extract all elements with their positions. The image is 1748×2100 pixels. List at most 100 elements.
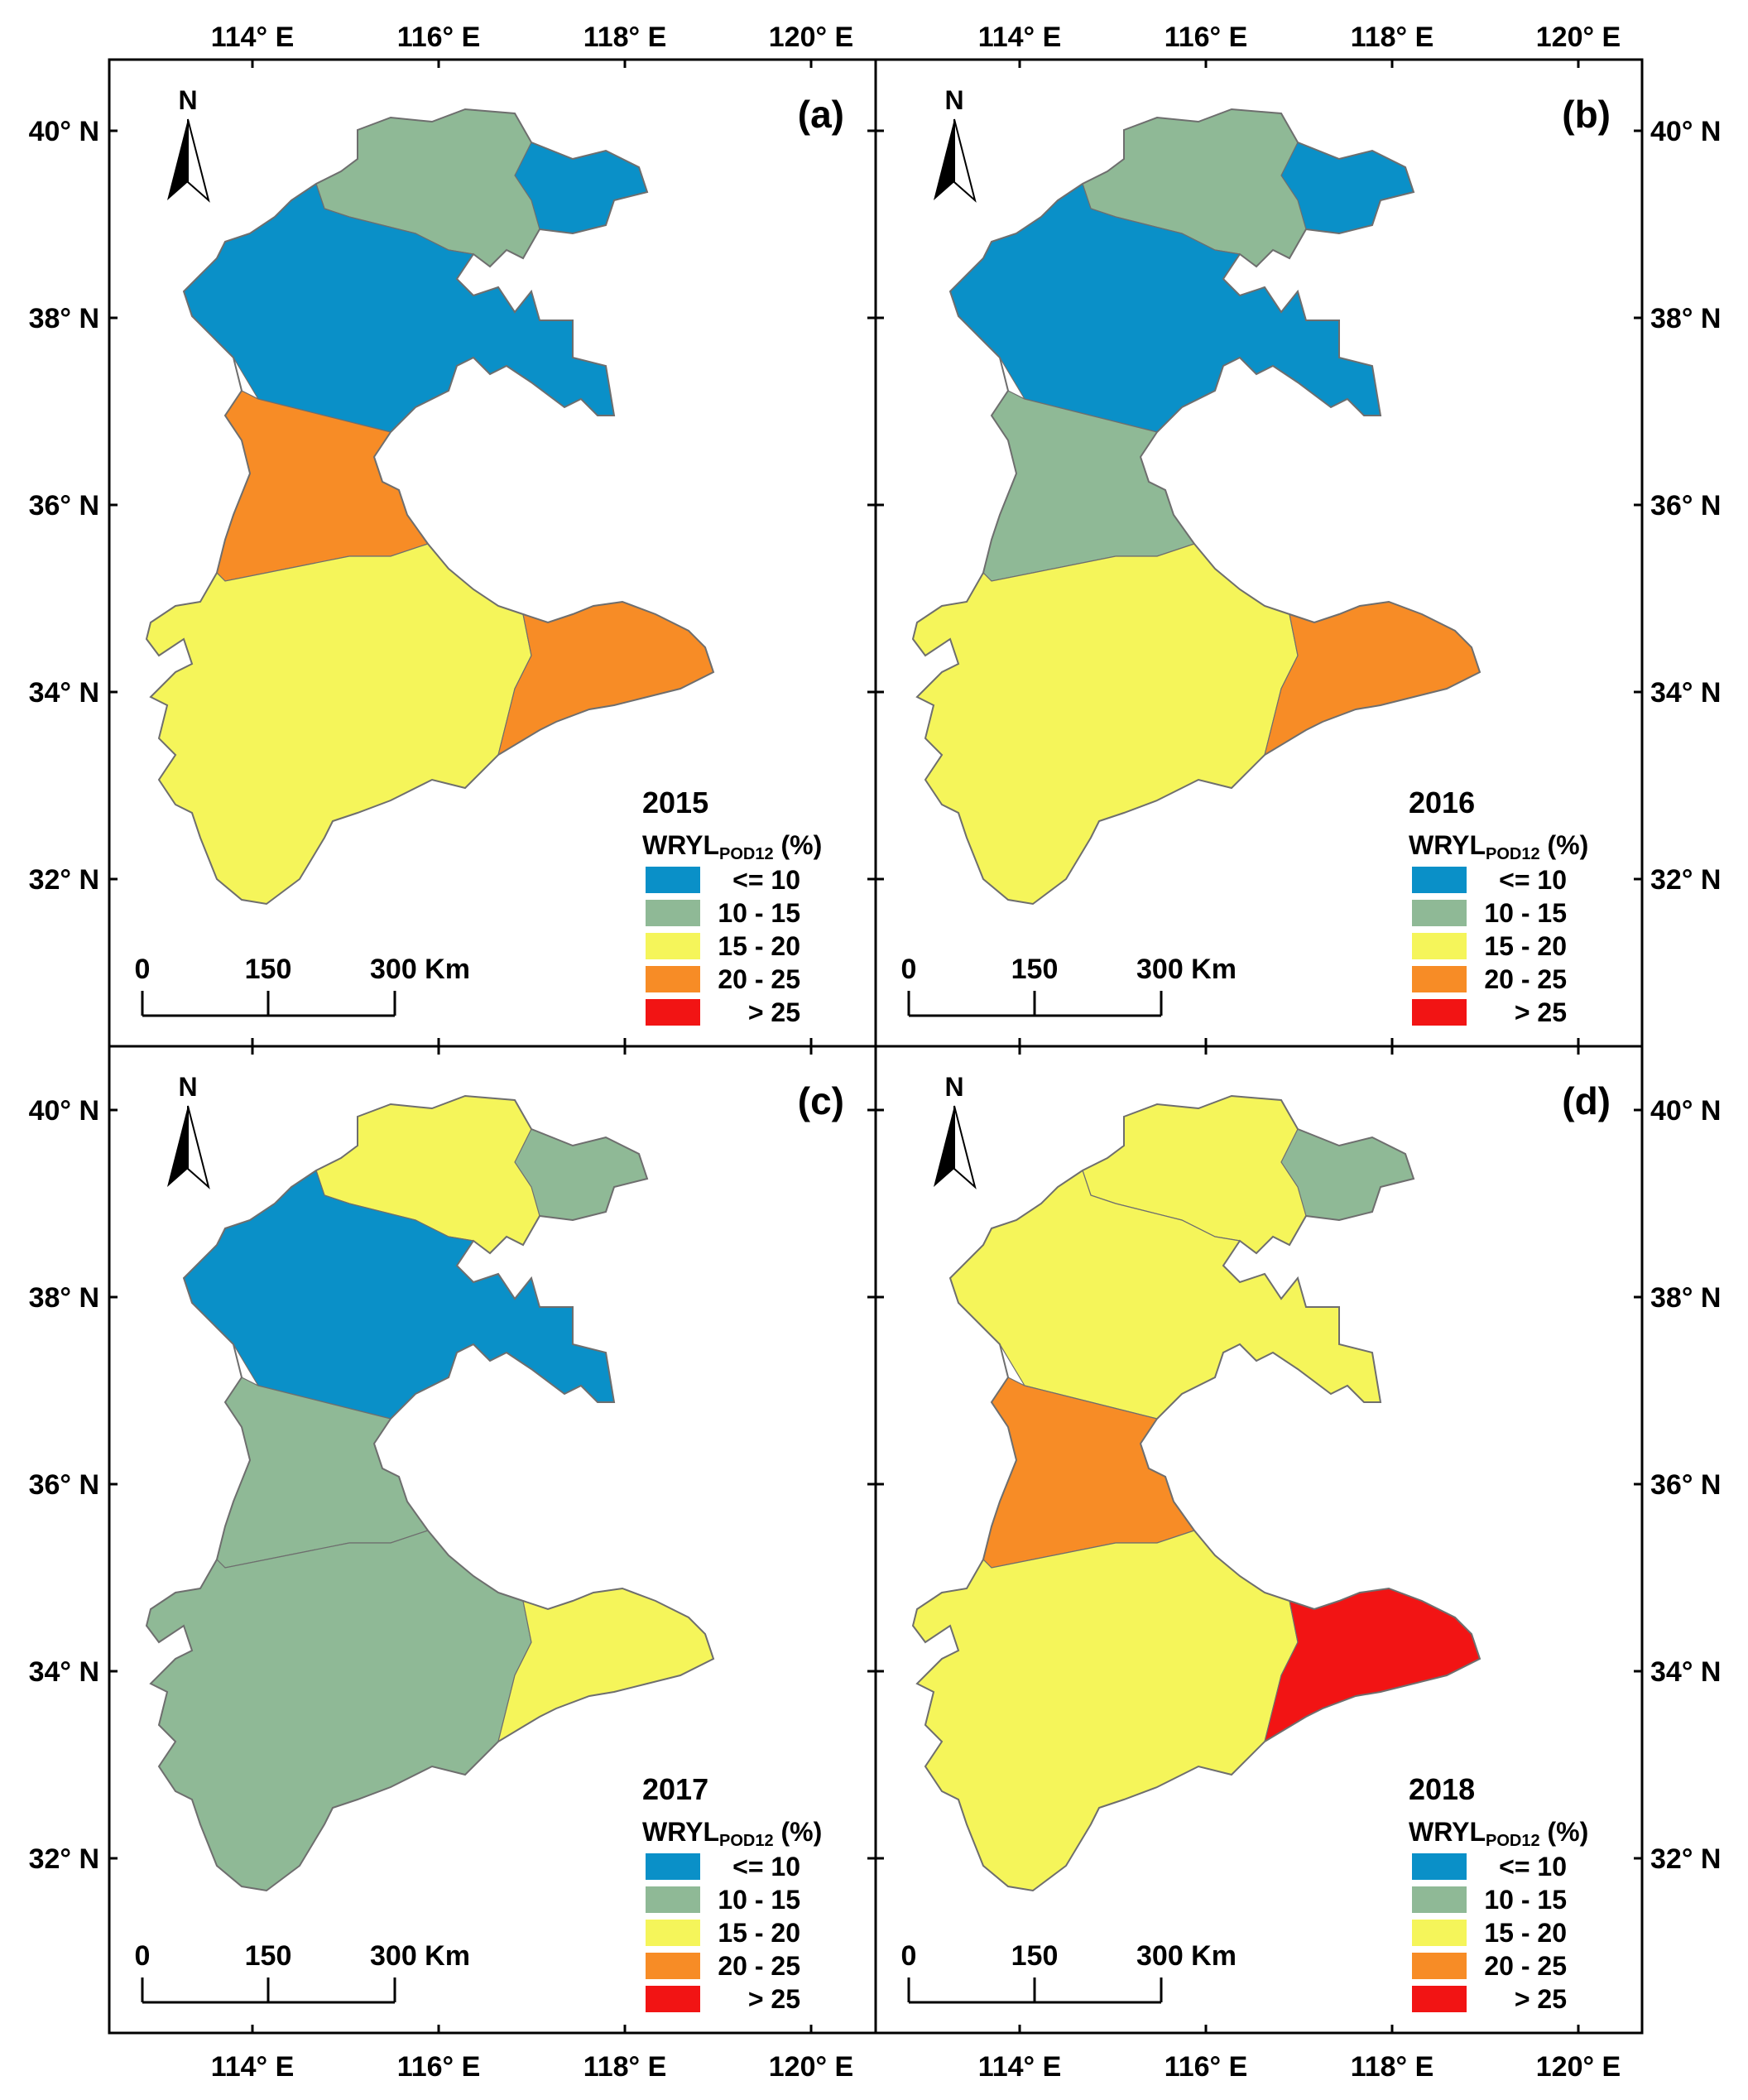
- north-arrow-right: [187, 118, 210, 203]
- lat-label: 40° N: [1650, 116, 1721, 147]
- legend-label: <= 10: [1499, 1852, 1567, 1881]
- year-label: 2018: [1409, 1772, 1475, 1806]
- lat-label: 40° N: [29, 1095, 99, 1127]
- map-region-east: [497, 1588, 714, 1743]
- legend-swatch: [646, 1986, 700, 2012]
- longitude-labels-top: 114° E 116° E 118° E 120° E 114° E 116° …: [211, 22, 1621, 53]
- legend-swatch: [1412, 867, 1467, 893]
- lon-label: 114° E: [978, 2051, 1062, 2083]
- scale-bar-label: 150: [245, 1940, 292, 1972]
- legend-swatch: [1412, 1853, 1467, 1880]
- map-panel-b: [911, 108, 1481, 906]
- lat-label: 36° N: [29, 490, 99, 521]
- legend-label: 15 - 20: [1484, 931, 1567, 961]
- panel-tag: (d): [1562, 1079, 1611, 1122]
- lon-label: 118° E: [1351, 22, 1434, 53]
- north-arrow-left: [934, 1106, 954, 1187]
- scale-bar-label: 300 Km: [370, 954, 470, 985]
- lat-label: 32° N: [1650, 864, 1721, 896]
- legend-swatch: [1412, 933, 1467, 959]
- lon-label: 118° E: [583, 22, 667, 53]
- north-label: N: [178, 1072, 197, 1102]
- legend-label: > 25: [748, 1984, 800, 2014]
- year-label: 2017: [642, 1772, 708, 1806]
- north-arrow-left: [934, 119, 954, 200]
- scale-bar-label: 300 Km: [370, 1940, 470, 1972]
- legend-label: 15 - 20: [1484, 1918, 1567, 1948]
- lon-label: 120° E: [1536, 22, 1621, 53]
- panel-tag: (c): [798, 1079, 844, 1122]
- study-area-outline: [145, 108, 715, 906]
- lat-label: 32° N: [29, 864, 99, 896]
- legend-swatch: [1412, 999, 1467, 1026]
- north-arrow-right: [953, 118, 977, 203]
- lat-label: 38° N: [1650, 1282, 1721, 1314]
- scale-bar-label: 150: [1011, 1940, 1059, 1972]
- legend-label: 10 - 15: [1484, 898, 1567, 928]
- legend-label: 20 - 25: [718, 1951, 800, 1981]
- north-label: N: [944, 1072, 963, 1102]
- legend-swatch: [646, 1920, 700, 1946]
- scale-bar-label: 300 Km: [1136, 954, 1237, 985]
- year-label: 2015: [642, 786, 708, 819]
- legend-swatch: [646, 1953, 700, 1979]
- legend-swatch: [1412, 1886, 1467, 1913]
- lat-label: 34° N: [29, 1656, 99, 1688]
- scale-bar: 0 150 300 Km: [135, 954, 470, 1017]
- legend-label: <= 10: [732, 865, 800, 895]
- lat-label: 38° N: [29, 1282, 99, 1314]
- scale-bar-label: 0: [135, 1940, 151, 1972]
- north-label: N: [178, 85, 197, 115]
- lon-label: 120° E: [1536, 2051, 1621, 2083]
- map-region-south: [912, 1530, 1299, 1891]
- lat-label: 38° N: [1650, 303, 1721, 334]
- study-area-outline: [145, 1094, 715, 1892]
- legend-swatch: [1412, 1953, 1467, 1979]
- scale-bar-label: 0: [901, 954, 917, 985]
- lon-label: 118° E: [1351, 2051, 1434, 2083]
- map-region-east: [1264, 1588, 1481, 1743]
- legend-swatch: [1412, 1986, 1467, 2012]
- lon-label: 114° E: [978, 22, 1062, 53]
- lon-label: 116° E: [1165, 22, 1248, 53]
- legend-label: 20 - 25: [1484, 964, 1567, 994]
- study-area-outline: [911, 108, 1481, 906]
- scale-bar: 0 150 300 Km: [901, 1940, 1237, 2004]
- lon-label: 120° E: [769, 2051, 853, 2083]
- north-arrow-right: [187, 1105, 210, 1189]
- lat-label: 40° N: [29, 116, 99, 147]
- legend-title: WRYLPOD12 (%): [642, 1817, 822, 1850]
- legend-label: > 25: [748, 997, 800, 1027]
- legend-title: WRYLPOD12 (%): [642, 830, 822, 863]
- lon-label: 116° E: [1165, 2051, 1248, 2083]
- legend-label: 10 - 15: [718, 898, 800, 928]
- north-arrow: N: [167, 1072, 210, 1189]
- study-area-outline: [911, 1094, 1481, 1892]
- legend-swatch: [1412, 966, 1467, 992]
- legend-label: 10 - 15: [1484, 1885, 1567, 1915]
- legend-label: <= 10: [732, 1852, 800, 1881]
- lon-label: 116° E: [397, 2051, 481, 2083]
- legend-title: WRYLPOD12 (%): [1409, 1817, 1588, 1850]
- scale-bar: 0 150 300 Km: [901, 954, 1237, 1017]
- legend-swatch: [646, 1853, 700, 1880]
- legend-swatch: [646, 900, 700, 926]
- scale-bar-label: 300 Km: [1136, 1940, 1237, 1972]
- lat-label: 34° N: [29, 677, 99, 709]
- north-arrow-right: [953, 1105, 977, 1189]
- scale-bar-label: 150: [245, 954, 292, 985]
- lat-label: 36° N: [1650, 490, 1721, 521]
- lat-label: 36° N: [29, 1469, 99, 1501]
- lat-label: 32° N: [1650, 1843, 1721, 1875]
- lon-label: 116° E: [397, 22, 481, 53]
- legend-swatch: [646, 867, 700, 893]
- lat-label: 36° N: [1650, 1469, 1721, 1501]
- legend-title: WRYLPOD12 (%): [1409, 830, 1588, 863]
- panel-tag: (b): [1562, 93, 1611, 136]
- legend-swatch: [646, 966, 700, 992]
- legend-label: > 25: [1515, 997, 1567, 1027]
- lat-label: 32° N: [29, 1843, 99, 1875]
- year-label: 2016: [1409, 786, 1475, 819]
- lon-label: 120° E: [769, 22, 853, 53]
